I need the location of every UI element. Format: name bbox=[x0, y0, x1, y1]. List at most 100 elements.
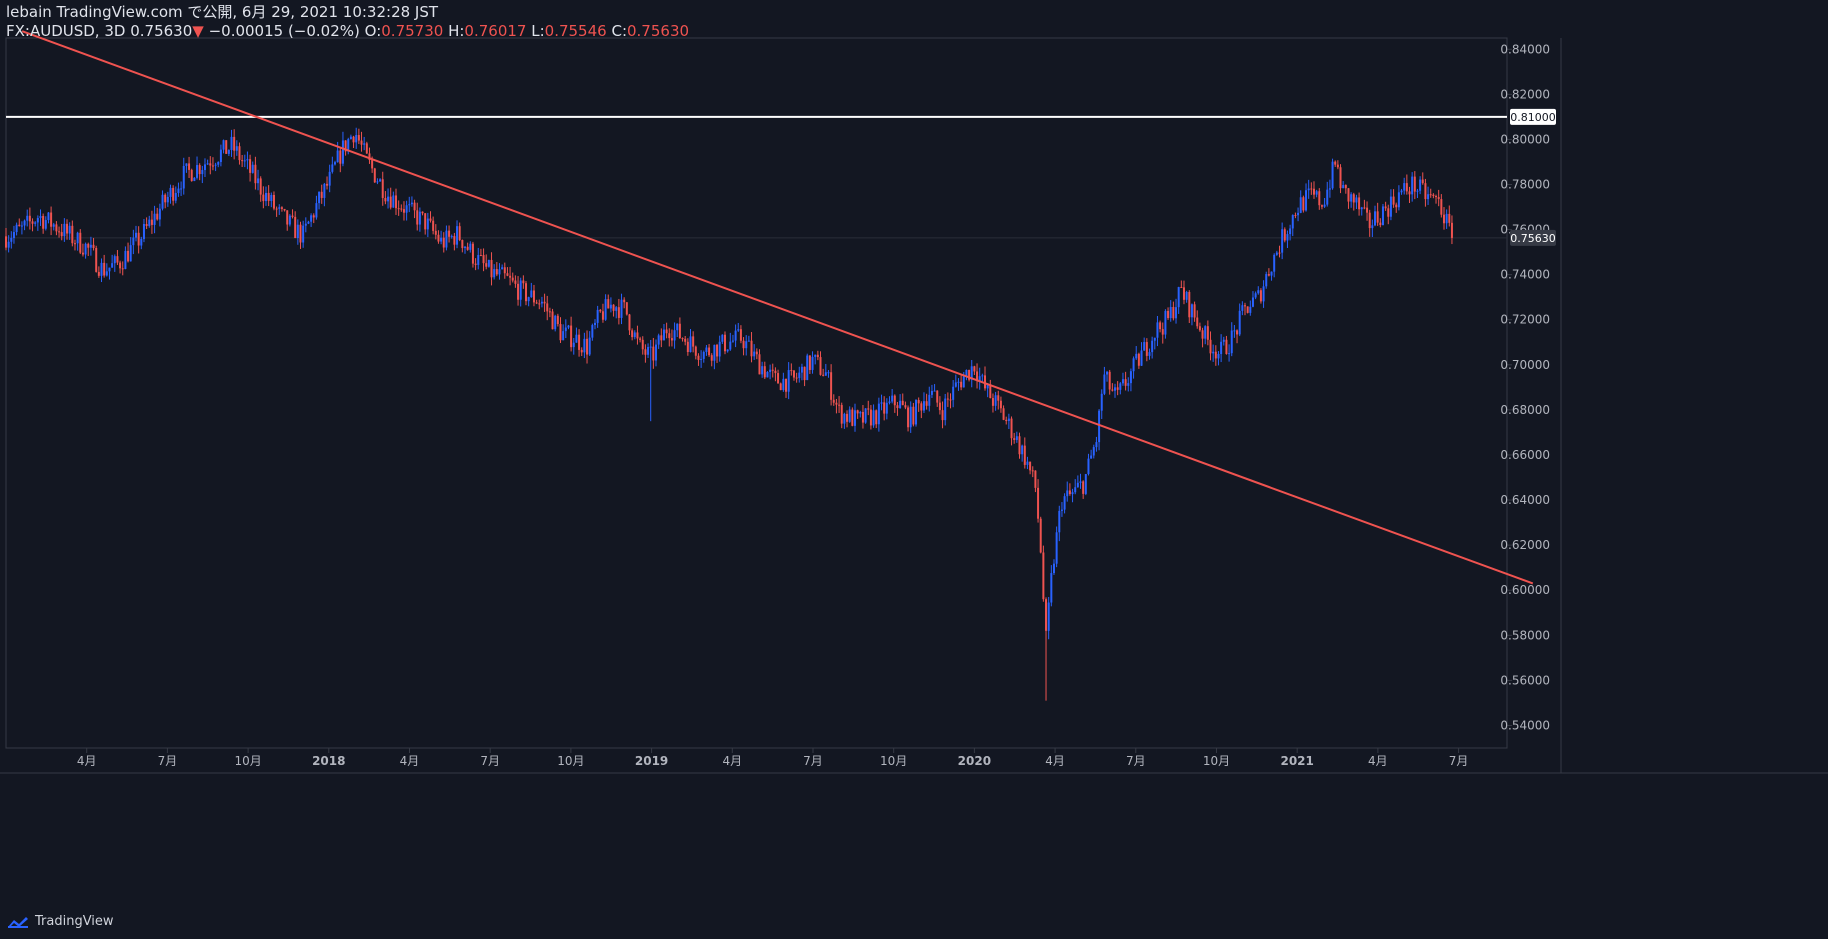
candle-up bbox=[700, 358, 703, 360]
candle-up bbox=[7, 241, 10, 248]
candle-up bbox=[206, 163, 209, 165]
candle-up bbox=[1275, 252, 1278, 255]
candle-down bbox=[684, 338, 687, 342]
candle-up bbox=[426, 218, 429, 230]
candle-down bbox=[42, 216, 45, 229]
candle-up bbox=[885, 402, 888, 414]
published-text: lebain TradingView.com で公開, 6月 29, 2021 … bbox=[6, 3, 439, 21]
candle-up bbox=[333, 162, 336, 165]
candle-up bbox=[824, 372, 827, 376]
candle-up bbox=[978, 376, 981, 381]
candle-down bbox=[578, 334, 581, 350]
candle-down bbox=[1244, 305, 1247, 307]
candle-down bbox=[946, 398, 949, 400]
candle-down bbox=[1068, 490, 1071, 495]
candle-down bbox=[1005, 419, 1008, 422]
candle-up bbox=[633, 332, 636, 338]
candle-up bbox=[180, 188, 183, 190]
x-tick-label: 2018 bbox=[312, 754, 345, 768]
x-tick-label: 10月 bbox=[880, 754, 907, 768]
x-tick-label: 10月 bbox=[1203, 754, 1230, 768]
candle-down bbox=[1450, 222, 1453, 238]
candle-up bbox=[1050, 573, 1053, 603]
candle-down bbox=[283, 208, 286, 211]
low-label: L: bbox=[531, 22, 545, 40]
downtrend-line[interactable] bbox=[21, 30, 1534, 585]
candle-down bbox=[1039, 518, 1042, 553]
candle-up bbox=[1305, 190, 1308, 211]
candle-up bbox=[1265, 274, 1268, 287]
symbol-label[interactable]: FX:AUDUSD, 3D bbox=[6, 22, 126, 40]
x-tick-label: 4月 bbox=[77, 754, 97, 768]
candle-down bbox=[1225, 339, 1228, 355]
candle-up bbox=[450, 235, 453, 237]
candle-down bbox=[352, 136, 355, 143]
candle-up bbox=[493, 269, 496, 278]
candle-up bbox=[100, 262, 103, 276]
x-tick-label: 4月 bbox=[1045, 754, 1065, 768]
candle-down bbox=[1448, 213, 1451, 223]
candle-up bbox=[843, 413, 846, 424]
candle-up bbox=[726, 349, 729, 352]
candle-up bbox=[540, 301, 543, 304]
candle-up bbox=[1233, 330, 1236, 332]
candle-up bbox=[1177, 287, 1180, 308]
candle-up bbox=[142, 224, 145, 239]
candle-down bbox=[644, 349, 647, 355]
candle-up bbox=[288, 215, 291, 225]
candle-down bbox=[838, 404, 841, 406]
y-tick-label: 0.74000 bbox=[1500, 268, 1550, 282]
candle-up bbox=[1164, 310, 1167, 335]
tradingview-brand[interactable]: TradingView bbox=[6, 914, 114, 929]
candle-up bbox=[1289, 228, 1292, 235]
candle-down bbox=[1209, 339, 1212, 354]
candle-down bbox=[816, 354, 819, 358]
candle-up bbox=[158, 208, 161, 220]
candle-down bbox=[1145, 342, 1148, 356]
candle-down bbox=[1368, 212, 1371, 229]
candle-up bbox=[408, 204, 411, 206]
candle-up bbox=[655, 344, 658, 361]
candle-up bbox=[1129, 371, 1132, 384]
candle-up bbox=[148, 219, 151, 226]
candle-up bbox=[1328, 188, 1331, 190]
candle-down bbox=[1042, 552, 1045, 600]
candle-down bbox=[1384, 206, 1387, 209]
y-tick-label: 0.80000 bbox=[1500, 132, 1550, 146]
candle-down bbox=[901, 400, 904, 406]
candle-up bbox=[196, 165, 199, 178]
candle-up bbox=[501, 267, 504, 270]
candle-up bbox=[1169, 306, 1172, 319]
candle-up bbox=[1015, 436, 1018, 440]
candle-up bbox=[827, 372, 830, 374]
candle-up bbox=[705, 347, 708, 352]
candle-down bbox=[1201, 330, 1204, 339]
candle-up bbox=[304, 223, 307, 226]
candle-up bbox=[1119, 383, 1122, 390]
candle-down bbox=[1347, 188, 1350, 202]
candle-up bbox=[227, 150, 230, 154]
candle-up bbox=[463, 246, 466, 249]
candle-up bbox=[52, 224, 55, 227]
candle-down bbox=[1437, 197, 1440, 200]
candle-down bbox=[869, 409, 872, 426]
candle-down bbox=[710, 355, 713, 361]
candle-up bbox=[604, 299, 607, 320]
candle-up bbox=[177, 188, 180, 193]
candle-up bbox=[1270, 271, 1273, 276]
candle-down bbox=[867, 408, 870, 410]
candle-down bbox=[785, 378, 788, 392]
candle-down bbox=[832, 399, 835, 403]
candle-up bbox=[1291, 215, 1294, 229]
candle-down bbox=[339, 150, 342, 164]
candle-down bbox=[299, 224, 302, 243]
candle-down bbox=[357, 135, 360, 141]
candle-down bbox=[402, 209, 405, 213]
candle-up bbox=[140, 238, 143, 246]
candle-down bbox=[1023, 445, 1026, 465]
candle-up bbox=[1230, 330, 1233, 354]
high-label: H: bbox=[448, 22, 465, 40]
y-tick-label: 0.78000 bbox=[1500, 178, 1550, 192]
candle-up bbox=[1140, 350, 1143, 366]
